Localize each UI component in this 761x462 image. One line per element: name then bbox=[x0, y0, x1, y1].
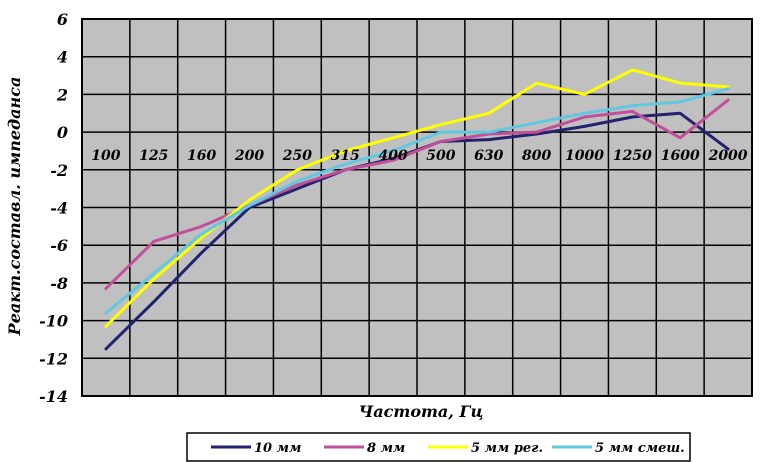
y-tick-label: 2 bbox=[56, 85, 68, 104]
y-tick-label: -10 bbox=[39, 312, 68, 331]
plot-border bbox=[81, 18, 753, 397]
legend-label: 10 мм bbox=[254, 441, 301, 456]
x-tick-label: 160 bbox=[187, 148, 216, 164]
y-axis-title: Реакт.составл. импеданса bbox=[5, 77, 24, 337]
x-tick-label: 2000 bbox=[708, 148, 748, 164]
y-tick-label: 6 bbox=[57, 10, 68, 29]
series-line-3 bbox=[104, 68, 730, 328]
legend: 10 мм 8 мм 5 мм рег. 5 мм смеш. bbox=[186, 432, 691, 462]
series-line-4 bbox=[104, 87, 730, 315]
y-tick-label: -14 bbox=[39, 387, 68, 406]
y-tick-label: 0 bbox=[57, 123, 68, 142]
x-tick-label: 1000 bbox=[565, 148, 604, 164]
y-tick-label: -12 bbox=[39, 349, 68, 368]
legend-label: 5 мм рег. bbox=[471, 441, 543, 456]
x-tick-label: 125 bbox=[139, 148, 168, 164]
x-tick-label: 200 bbox=[234, 148, 264, 164]
y-tick-label: -2 bbox=[50, 161, 68, 180]
x-tick-label: 630 bbox=[474, 148, 503, 164]
y-tick-label: -4 bbox=[50, 199, 68, 218]
y-tick-label: -8 bbox=[50, 274, 68, 293]
x-tick-label: 100 bbox=[91, 148, 120, 164]
x-tick-label: 800 bbox=[522, 148, 551, 164]
y-tick-label: 4 bbox=[57, 48, 68, 67]
legend-label: 5 мм смеш. bbox=[595, 441, 685, 456]
x-tick-label: 500 bbox=[426, 148, 455, 164]
x-tick-label: 250 bbox=[282, 148, 312, 164]
x-tick-label: 1250 bbox=[613, 148, 652, 164]
series-line-2 bbox=[104, 98, 730, 291]
x-axis-title: Частота, Гц bbox=[359, 402, 484, 421]
x-tick-label: 1600 bbox=[661, 148, 700, 164]
x-tick-label: 400 bbox=[378, 148, 407, 164]
x-tick-label: 315 bbox=[331, 148, 360, 164]
y-tick-label: -6 bbox=[50, 236, 68, 255]
legend-label: 8 мм bbox=[367, 441, 405, 456]
